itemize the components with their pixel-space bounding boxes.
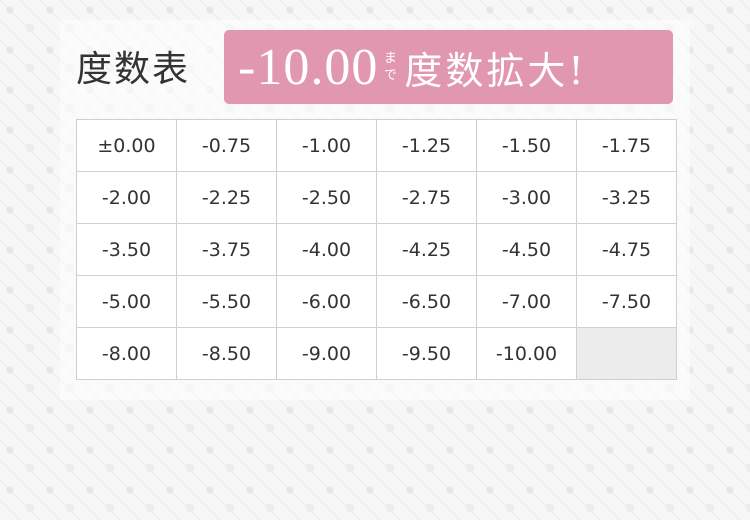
power-cell: -1.00 (276, 119, 377, 172)
power-cell: -2.00 (76, 171, 177, 224)
banner-value: -10.00 (238, 38, 379, 96)
power-cell: -8.50 (176, 327, 277, 380)
power-cell: -3.00 (476, 171, 577, 224)
power-cell: -1.25 (376, 119, 477, 172)
table-row: -3.50 -3.75 -4.00 -4.25 -4.50 -4.75 (76, 223, 677, 276)
banner-text: 度数拡大! (404, 48, 587, 93)
power-cell: -3.25 (576, 171, 677, 224)
table-row: ±0.00 -0.75 -1.00 -1.25 -1.50 -1.75 (76, 119, 677, 172)
power-cell: -4.75 (576, 223, 677, 276)
power-cell: -2.75 (376, 171, 477, 224)
power-cell: -5.50 (176, 275, 277, 328)
power-cell: -2.25 (176, 171, 277, 224)
power-cell: -5.00 (76, 275, 177, 328)
power-cell: -9.00 (276, 327, 377, 380)
empty-cell (576, 327, 677, 380)
power-cell: -7.00 (476, 275, 577, 328)
power-cell: -1.75 (576, 119, 677, 172)
table-row: -2.00 -2.25 -2.50 -2.75 -3.00 -3.25 (76, 171, 677, 224)
power-cell: -4.00 (276, 223, 377, 276)
table-row: -5.00 -5.50 -6.00 -6.50 -7.00 -7.50 (76, 275, 677, 328)
power-cell: -10.00 (476, 327, 577, 380)
banner-made: まで (383, 51, 397, 83)
power-cell: -6.50 (376, 275, 477, 328)
power-cell: -9.50 (376, 327, 477, 380)
page-title: 度数表 (76, 49, 191, 90)
power-cell: -8.00 (76, 327, 177, 380)
table-row: -8.00 -8.50 -9.00 -9.50 -10.00 (76, 327, 677, 380)
power-cell: -0.75 (176, 119, 277, 172)
power-cell: -6.00 (276, 275, 377, 328)
range-banner: -10.00 まで 度数拡大! (224, 30, 673, 104)
power-cell: -3.50 (76, 223, 177, 276)
power-cell: ±0.00 (76, 119, 177, 172)
power-cell: -2.50 (276, 171, 377, 224)
power-cell: -4.25 (376, 223, 477, 276)
power-cell: -1.50 (476, 119, 577, 172)
power-cell: -4.50 (476, 223, 577, 276)
power-cell: -7.50 (576, 275, 677, 328)
power-cell: -3.75 (176, 223, 277, 276)
power-table: ±0.00 -0.75 -1.00 -1.25 -1.50 -1.75 -2.00 -2.25… (76, 119, 677, 380)
